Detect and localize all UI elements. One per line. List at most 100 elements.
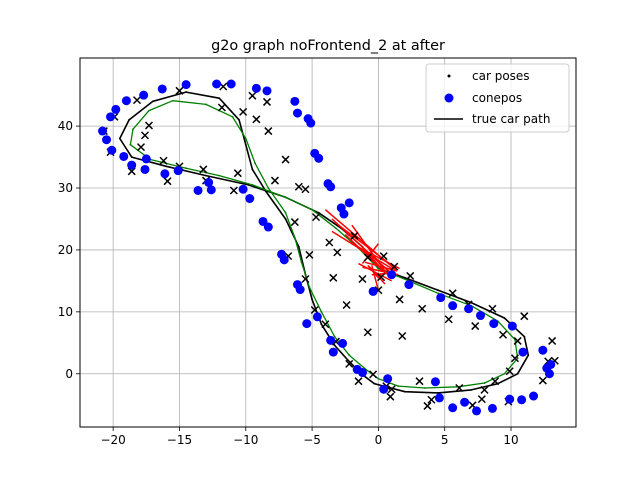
cone-position-marker [157,84,167,94]
cone-position-marker [212,79,222,89]
cone-position-marker [379,384,389,394]
path-vertex [185,91,187,93]
cone-position-marker [204,177,214,187]
path-vertex [437,392,439,394]
estimated-path-vertex [300,261,303,264]
car-pose-marker [163,177,172,186]
car-pose-marker [455,383,464,393]
car-pose-marker [290,218,299,227]
path-vertex [516,372,519,375]
car-pose-marker [513,336,522,345]
car-pose-marker [491,377,500,386]
car-pose-marker [363,253,372,262]
plot-area [98,79,559,416]
car-pose-marker [233,169,242,178]
estimated-path-vertex [308,286,311,288]
cone-position-marker [302,319,312,329]
cone-position-marker [538,345,548,355]
path-vertex [404,390,406,393]
cone-position-marker [173,166,183,176]
x-tick-label: 10 [503,433,518,447]
car-pose-marker [239,107,248,116]
estimated-path-vertex [293,236,296,239]
estimated-path-vertex [284,211,287,214]
estimated-path-vertex [311,208,313,211]
legend-box [425,63,570,133]
y-tick-label: 10 [58,305,73,319]
car-pose-marker [488,304,497,313]
y-axis: 0 10 20 30 40 [58,119,80,381]
path-vertex [130,156,133,158]
estimated-path-vertex [423,387,426,389]
cone-position-marker [476,311,486,321]
car-pose-marker [127,167,136,176]
x-axis: −20 −15 −10 −5 0 5 10 [100,427,519,447]
cone-position-marker [430,377,440,387]
cone-position-marker [344,198,354,208]
car-pose-marker [358,274,367,284]
cone-position-marker [464,304,474,314]
car-pose-marker [199,165,208,174]
cone-position-marker [292,108,302,118]
estimated-path-vertex [129,143,132,146]
car-pose-marker [505,367,514,376]
path-vertex [244,143,247,146]
estimated-path-vertex [483,382,486,384]
estimated-path-vertex [377,377,380,380]
car-pose-marker [444,315,453,324]
car-pose-marker [301,274,310,284]
car-pose-marker [418,304,427,313]
car-pose-marker [427,395,436,404]
cone-position-marker [448,403,458,413]
car-pose-marker [386,392,395,401]
cone-position-marker [238,184,248,194]
estimated-path-vertex [333,335,336,338]
car-pose-marker [398,331,407,341]
path-vertex [437,289,439,292]
cone-position-marker [119,151,129,161]
car-pose-marker [379,252,388,261]
estimated-path-vertex [254,162,256,165]
car-pose-marker [305,250,314,259]
cone-position-marker [193,185,203,195]
estimated-path-vertex [267,187,270,189]
cone-position-marker [290,96,300,106]
cone-position-marker [102,135,112,145]
car-pose-marker [140,131,150,140]
cone-position-marker [507,321,517,331]
car-pose-marker [264,127,273,136]
car-pose-marker [248,91,257,100]
y-tick-label: 0 [65,367,73,381]
path-vertex [404,276,406,279]
car-pose-marker [301,185,310,194]
cone-position-marker [434,393,444,403]
cone-position-marker [226,79,236,89]
cone-position-marker [140,164,150,174]
car-pose-marker [510,354,520,363]
cone-position-marker [121,96,131,106]
y-tick-label: 20 [58,243,73,257]
x-tick-label: 0 [375,433,383,447]
y-tick-label: 40 [58,119,73,133]
car-pose-marker [520,312,529,321]
observation-edge [367,264,379,279]
estimated-path-vertex [205,103,207,106]
path-vertex [311,298,313,301]
estimated-path-vertex [132,128,134,131]
car-pose-marker [321,320,330,329]
car-pose-marker [175,86,184,95]
cone-position-marker [314,153,324,163]
estimated-path-vertex [231,115,234,118]
path-vertex [165,165,168,168]
cone-position-marker [487,403,497,413]
car-pose-marker [387,385,396,394]
x-tick-label: 5 [441,433,449,447]
car-pose-marker [333,248,342,257]
car-pose-marker [229,186,238,195]
estimated-path-vertex [348,354,351,357]
path-vertex [152,100,154,103]
car-pose-marker [377,273,386,282]
estimated-path-vertex [218,174,221,177]
axes-frame [79,57,577,428]
